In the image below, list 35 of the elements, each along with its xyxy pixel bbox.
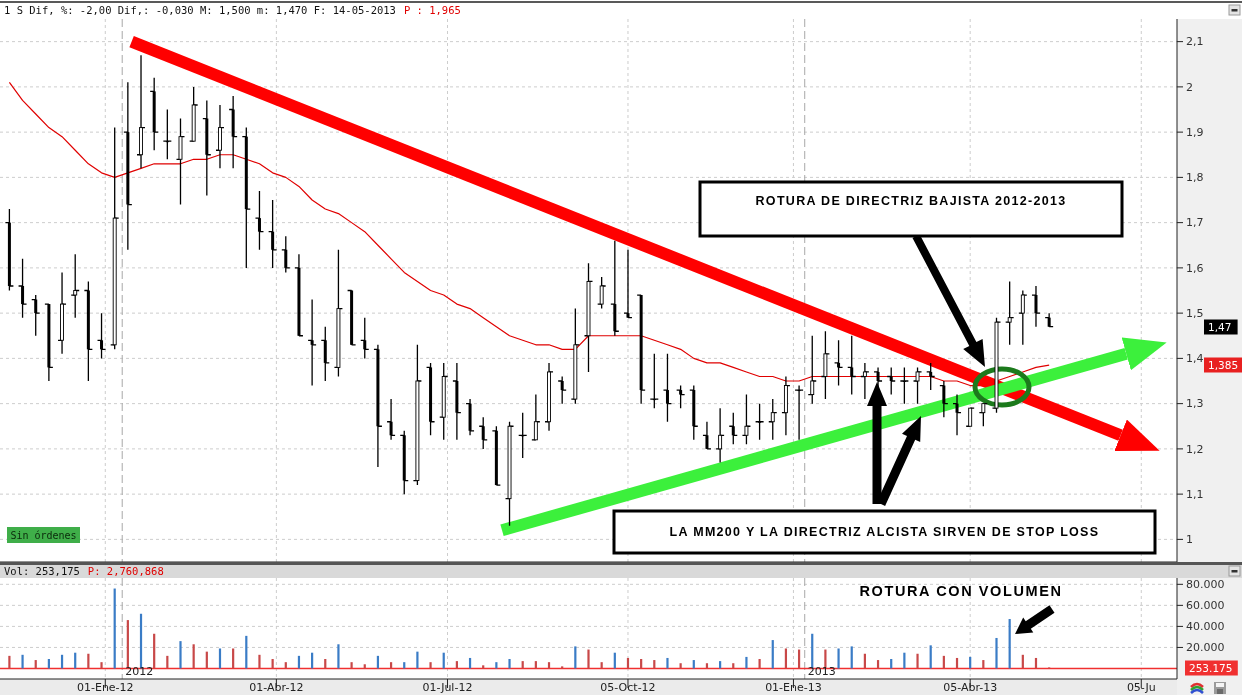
y-tick-label: 40.000 [1186, 620, 1225, 634]
ref-line-label: 2013 [807, 665, 836, 678]
text: 1,385 [1208, 358, 1239, 371]
text: 1,47 [1208, 320, 1232, 333]
y-tick-label: 20.000 [1186, 641, 1225, 655]
y-tick-label: 80.000 [1186, 578, 1225, 592]
chart-title: 1 S Dif, %: -2,00 Dif,: -0,030 M: 1,500 m: 1,470 F: 14-05-2013 [4, 4, 396, 16]
y-tick-label: 1,5 [1186, 306, 1204, 320]
y-tick-label: 2 [1186, 80, 1193, 94]
y-tick-label: 1,1 [1186, 487, 1204, 501]
y-tick-label: 1,8 [1186, 171, 1204, 185]
x-tick-label: 05-Ju [1126, 681, 1156, 694]
chart-subtitle: P : 1,965 [403, 4, 461, 16]
y-tick-label: 1,4 [1186, 352, 1204, 366]
x-tick-label: 01-Jul-12 [422, 681, 473, 694]
annotation: ROTURA CON VOLUMEN [859, 583, 1063, 599]
y-tick-label: 1,9 [1186, 125, 1204, 139]
y-tick-label: 1,3 [1186, 397, 1204, 411]
annotation: LA MM200 Y LA DIRECTRIZ ALCISTA SIRVEN DE STOP LOSS [669, 525, 1100, 539]
x-tick-label: 01-Ene-13 [765, 681, 822, 694]
y-tick-label: 1,6 [1186, 261, 1204, 275]
chart-subtitle: P: 2,760,868 [87, 565, 164, 577]
chart-title: Vol: 253,175 [4, 565, 80, 577]
y-tick-label: 60.000 [1186, 599, 1225, 613]
y-tick-label: 1 [1186, 533, 1193, 547]
x-tick-label: 01-Ene-12 [76, 681, 134, 694]
annotation: ROTURA DE DIRECTRIZ BAJISTA 2012-2013 [755, 194, 1067, 208]
y-tick-label: 1,7 [1186, 216, 1204, 230]
x-tick-label: 01-Abr-12 [249, 681, 304, 694]
y-tick-label: 2,1 [1186, 35, 1204, 49]
x-tick-label: 05-Abr-13 [943, 681, 998, 694]
x-tick-label: 05-Oct-12 [600, 681, 656, 694]
ref-line-label: 2012 [125, 665, 154, 678]
y-tick-label: 1,2 [1186, 442, 1204, 456]
text: 253.175 [1189, 661, 1233, 674]
